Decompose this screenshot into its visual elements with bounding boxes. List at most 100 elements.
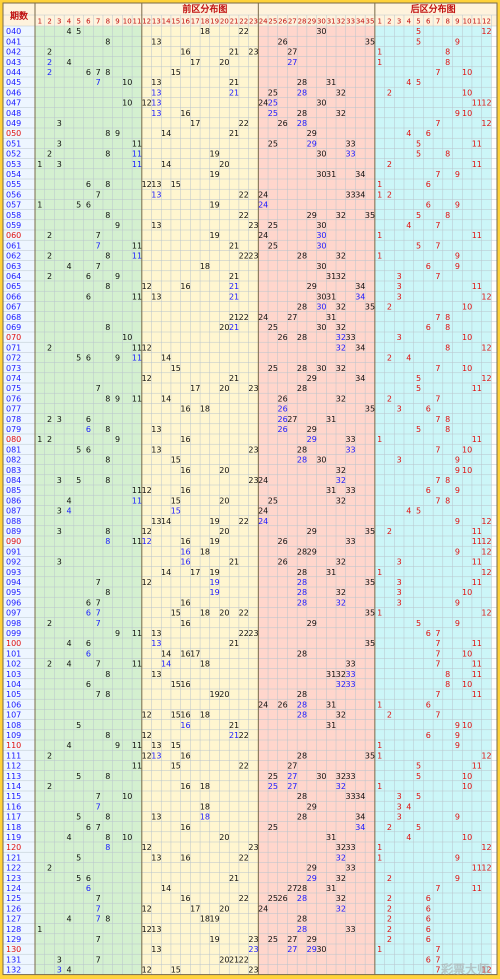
front-number: 32: [336, 670, 346, 679]
front-column-header: 8: [106, 18, 110, 26]
front-number: 33: [345, 486, 355, 495]
back-number: 12: [481, 843, 491, 852]
front-number: 2: [47, 751, 52, 760]
front-number: 25: [268, 364, 278, 373]
front-number: 13: [151, 78, 161, 87]
front-number: 8: [105, 670, 110, 679]
period-label: 069: [6, 323, 21, 332]
front-number: 14: [161, 394, 171, 403]
back-number: 11: [472, 527, 482, 536]
front-number: 34: [355, 813, 365, 822]
front-number: 12: [142, 180, 152, 189]
front-number: 14: [161, 129, 171, 138]
back-number: 9: [455, 813, 460, 822]
front-number: 8: [105, 843, 110, 852]
front-number: 4: [66, 741, 71, 750]
back-number: 1: [377, 782, 382, 791]
period-label: 085: [6, 486, 21, 495]
front-number: 6: [86, 598, 91, 607]
back-number: 4: [406, 221, 411, 230]
period-label: 131: [6, 955, 21, 964]
back-number: 9: [455, 721, 460, 730]
front-number: 28: [297, 813, 307, 822]
period-label: 099: [6, 629, 21, 638]
front-number: 23: [248, 935, 258, 944]
front-number: 27: [287, 945, 297, 954]
front-number: 34: [355, 792, 365, 801]
back-column-header: 11: [472, 18, 481, 26]
period-label: 056: [6, 190, 21, 199]
front-column-header: 15: [171, 18, 180, 26]
period-label: 075: [6, 384, 21, 393]
front-number: 33: [345, 190, 355, 199]
back-number: 8: [445, 313, 450, 322]
back-number: 1: [377, 180, 382, 189]
front-number: 28: [297, 303, 307, 312]
front-number: 15: [171, 680, 181, 689]
front-number: 7: [96, 190, 101, 199]
front-number: 20: [219, 58, 229, 67]
front-number: 9: [115, 272, 120, 281]
back-number: 3: [397, 405, 402, 414]
front-number: 7: [96, 231, 101, 240]
front-number: 7: [96, 823, 101, 832]
front-number: 2: [47, 231, 52, 240]
front-number: 8: [105, 211, 110, 220]
front-number: 16: [180, 711, 190, 720]
front-number: 13: [151, 109, 161, 118]
front-number: 7: [96, 894, 101, 903]
front-number: 12: [142, 99, 152, 108]
back-number: 5: [416, 374, 421, 383]
back-number: 9: [455, 731, 460, 740]
front-number: 30: [316, 364, 326, 373]
period-label: 058: [6, 211, 21, 220]
front-number: 22: [239, 609, 249, 618]
front-number: 3: [57, 966, 62, 975]
front-number: 31: [326, 313, 336, 322]
front-number: 6: [86, 425, 91, 434]
front-number: 20: [219, 833, 229, 842]
front-column-header: 1: [38, 18, 42, 26]
period-header: 期数: [10, 10, 29, 22]
front-column-header: 32: [336, 18, 345, 26]
front-number: 6: [86, 201, 91, 210]
front-number: 33: [345, 435, 355, 444]
front-number: 28: [297, 598, 307, 607]
back-column-header: 5: [416, 18, 420, 26]
front-number: 12: [142, 711, 152, 720]
back-number: 9: [455, 201, 460, 210]
front-number: 6: [86, 639, 91, 648]
front-number: 32: [336, 904, 346, 913]
front-number: 35: [365, 211, 375, 220]
front-number: 30: [316, 945, 326, 954]
front-number: 18: [200, 609, 210, 618]
period-label: 115: [6, 792, 21, 801]
front-number: 28: [297, 78, 307, 87]
front-number: 6: [86, 354, 91, 363]
front-number: 29: [307, 527, 317, 536]
back-number: 11: [472, 670, 482, 679]
front-column-header: 12: [142, 18, 151, 26]
front-number: 13: [151, 88, 161, 97]
front-number: 26: [278, 700, 288, 709]
front-number: 21: [229, 129, 239, 138]
front-number: 7: [96, 384, 101, 393]
front-number: 22: [239, 629, 249, 638]
front-number: 5: [76, 27, 81, 36]
front-number: 21: [229, 639, 239, 648]
front-number: 19: [210, 231, 220, 240]
front-number: 30: [316, 150, 326, 159]
period-label: 077: [6, 405, 21, 414]
back-number: 9: [455, 486, 460, 495]
back-column-header: 3: [397, 18, 401, 26]
period-label: 059: [6, 221, 21, 230]
period-label: 068: [6, 313, 21, 322]
back-number: 7: [435, 313, 440, 322]
back-number: 11: [472, 762, 482, 771]
front-number: 32: [336, 874, 346, 883]
period-label: 053: [6, 160, 21, 169]
front-number: 13: [151, 190, 161, 199]
front-number: 26: [278, 333, 288, 342]
front-number: 8: [105, 527, 110, 536]
